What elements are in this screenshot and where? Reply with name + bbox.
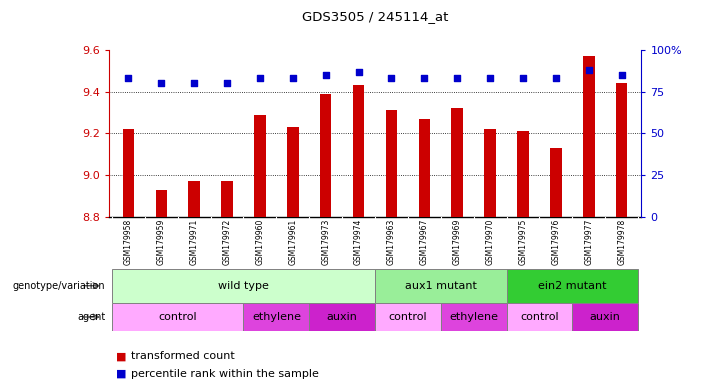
Bar (451, 108, 463, 217)
Text: ■: ■ (116, 369, 126, 379)
Bar (386, 111, 397, 217)
Bar (441, 303, 507, 331)
Text: aux1 mutant: aux1 mutant (405, 281, 477, 291)
Bar (320, 94, 332, 217)
Text: wild type: wild type (218, 281, 269, 291)
Point (550, 75, 562, 81)
Text: transformed count: transformed count (131, 351, 235, 361)
Text: GSM179961: GSM179961 (288, 218, 297, 265)
Text: genotype/variation: genotype/variation (13, 281, 105, 291)
Text: agent: agent (77, 312, 105, 322)
Text: control: control (388, 312, 427, 322)
Text: GSM179960: GSM179960 (255, 218, 264, 265)
Bar (418, 119, 430, 217)
Text: auxin: auxin (590, 312, 620, 322)
Bar (507, 303, 572, 331)
Bar (517, 131, 529, 217)
Bar (112, 303, 243, 331)
Text: GSM179967: GSM179967 (420, 218, 429, 265)
Bar (309, 303, 375, 331)
Point (320, 72, 332, 78)
Point (484, 75, 496, 81)
Point (386, 75, 397, 81)
Point (517, 75, 529, 81)
Text: ethylene: ethylene (449, 312, 498, 322)
Bar (254, 115, 266, 217)
Bar (287, 127, 299, 217)
Text: GSM179974: GSM179974 (354, 218, 363, 265)
Text: GDS3505 / 245114_at: GDS3505 / 245114_at (302, 10, 448, 23)
Bar (375, 269, 507, 303)
Text: GSM179978: GSM179978 (617, 218, 626, 265)
Bar (243, 303, 309, 331)
Point (353, 69, 365, 75)
Point (254, 75, 266, 81)
Text: control: control (520, 312, 559, 322)
Bar (123, 129, 134, 217)
Bar (484, 129, 496, 217)
Text: percentile rank within the sample: percentile rank within the sample (131, 369, 319, 379)
Bar (375, 303, 441, 331)
Bar (156, 190, 167, 217)
Bar (222, 182, 233, 217)
Point (418, 75, 430, 81)
Text: GSM179975: GSM179975 (519, 218, 528, 265)
Text: GSM179976: GSM179976 (552, 218, 560, 265)
Text: GSM179958: GSM179958 (124, 218, 133, 265)
Text: GSM179973: GSM179973 (321, 218, 330, 265)
Bar (353, 85, 365, 217)
Bar (572, 303, 638, 331)
Bar (507, 269, 638, 303)
Point (616, 72, 627, 78)
Text: ein2 mutant: ein2 mutant (538, 281, 606, 291)
Text: GSM179977: GSM179977 (585, 218, 593, 265)
Point (222, 80, 233, 86)
Bar (112, 269, 375, 303)
Point (451, 75, 463, 81)
Text: auxin: auxin (327, 312, 358, 322)
Bar (616, 83, 627, 217)
Text: ethylene: ethylene (252, 312, 301, 322)
Text: GSM179971: GSM179971 (190, 218, 198, 265)
Text: ■: ■ (116, 351, 126, 361)
Text: GSM179959: GSM179959 (157, 218, 165, 265)
Bar (189, 182, 200, 217)
Point (156, 80, 167, 86)
Text: GSM179972: GSM179972 (222, 218, 231, 265)
Point (287, 75, 299, 81)
Text: control: control (158, 312, 197, 322)
Text: GSM179969: GSM179969 (453, 218, 462, 265)
Point (189, 80, 200, 86)
Text: GSM179970: GSM179970 (486, 218, 495, 265)
Point (123, 75, 134, 81)
Bar (550, 148, 562, 217)
Text: GSM179963: GSM179963 (387, 218, 396, 265)
Bar (583, 56, 594, 217)
Point (583, 67, 594, 73)
